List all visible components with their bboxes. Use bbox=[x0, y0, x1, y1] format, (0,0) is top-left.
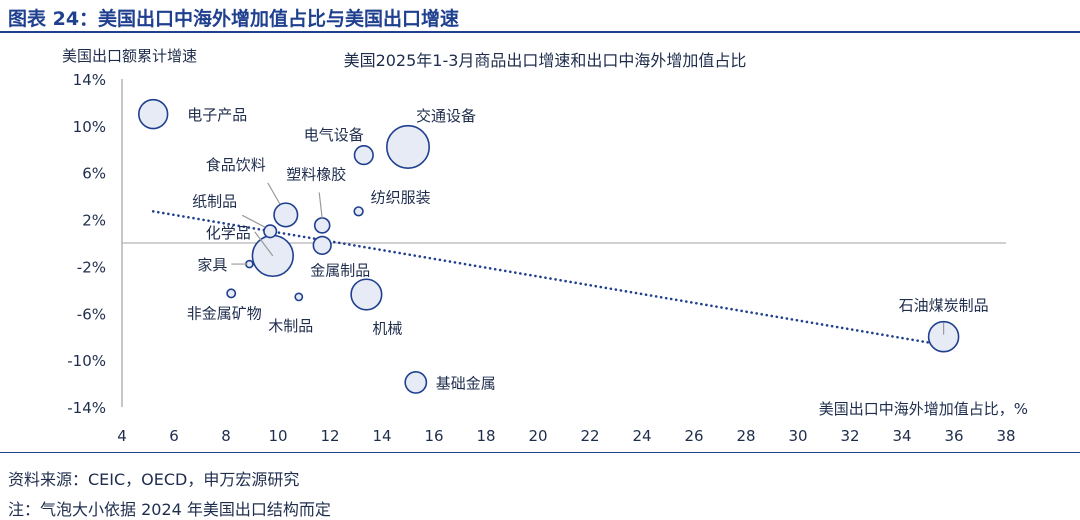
x-tick-label: 10 bbox=[268, 427, 287, 445]
x-tick-label: 24 bbox=[632, 427, 651, 445]
bubble-group bbox=[137, 98, 960, 394]
bubble bbox=[273, 202, 299, 228]
x-tick-label: 18 bbox=[476, 427, 495, 445]
source-note: 资料来源：CEIC，OECD，申万宏源研究 bbox=[8, 470, 300, 489]
bubble bbox=[350, 278, 383, 311]
y-tick-label: -6% bbox=[77, 305, 106, 323]
bubble-label: 石油煤炭制品 bbox=[899, 297, 989, 315]
x-tick-label: 12 bbox=[320, 427, 339, 445]
bubble bbox=[263, 224, 278, 239]
x-tick-label: 30 bbox=[788, 427, 807, 445]
bubble-label: 基础金属 bbox=[436, 374, 496, 392]
label-leader-line bbox=[241, 214, 266, 228]
x-tick-label: 32 bbox=[840, 427, 859, 445]
label-leader-line bbox=[254, 231, 274, 257]
bubble-label: 交通设备 bbox=[416, 107, 476, 125]
y-tick-label: 2% bbox=[82, 212, 106, 230]
bubble-label: 非金属矿物 bbox=[187, 304, 262, 322]
bubble-label: 电子产品 bbox=[187, 106, 247, 124]
bubble bbox=[137, 98, 169, 130]
x-axis-label: 美国出口中海外增加值占比，% bbox=[819, 400, 1028, 418]
y-tick-label: -10% bbox=[67, 352, 106, 370]
y-tick-label: -2% bbox=[77, 258, 106, 276]
bubble-label: 塑料橡胶 bbox=[286, 165, 346, 183]
x-tick-label: 4 bbox=[117, 427, 127, 445]
bubble-label: 木制品 bbox=[268, 317, 313, 335]
x-tick-label: 36 bbox=[944, 427, 963, 445]
trendline-group bbox=[151, 210, 938, 346]
footer-rule bbox=[0, 452, 1080, 453]
x-tick-label: 38 bbox=[996, 427, 1015, 445]
y-tick-label: 6% bbox=[82, 165, 106, 183]
y-axis-label: 美国出口额累计增速 bbox=[62, 47, 197, 65]
x-tick-label: 22 bbox=[580, 427, 599, 445]
bubble bbox=[353, 206, 364, 217]
bubble-label: 食品饮料 bbox=[206, 156, 266, 174]
bubble-label: 纺织服装 bbox=[371, 188, 431, 206]
bubble-label: 化学品 bbox=[206, 224, 251, 242]
bubble bbox=[404, 370, 428, 394]
bubble bbox=[927, 320, 960, 353]
x-tick-label: 8 bbox=[221, 427, 231, 445]
figure-title: 图表 24：美国出口中海外增加值占比与美国出口增速 bbox=[8, 8, 460, 30]
bubble-label: 机械 bbox=[372, 320, 402, 338]
footnote: 注：气泡大小依据 2024 年美国出口结构而定 bbox=[8, 500, 331, 519]
x-tick-label: 26 bbox=[684, 427, 703, 445]
y-tick-label: 10% bbox=[73, 118, 106, 136]
bubble bbox=[313, 217, 331, 234]
title-rule bbox=[0, 31, 1080, 33]
x-tick-label: 28 bbox=[736, 427, 755, 445]
x-tick-label: 34 bbox=[892, 427, 911, 445]
y-tick-label: -14% bbox=[67, 399, 106, 417]
bubble bbox=[294, 292, 304, 302]
x-tick-label: 14 bbox=[372, 427, 391, 445]
axes: 14% 10% 6% 2% -2% -6% -10% -14% 4 6 8 10 12 14 16 18 20 2… bbox=[67, 71, 1015, 445]
bubble-label: 电气设备 bbox=[304, 126, 364, 144]
x-tick-label: 20 bbox=[528, 427, 547, 445]
bubble bbox=[312, 235, 332, 255]
bubble-label: 金属制品 bbox=[310, 261, 370, 279]
bubble-label: 家具 bbox=[197, 256, 227, 274]
x-tick-label: 16 bbox=[424, 427, 443, 445]
label-leader-line bbox=[318, 192, 323, 219]
x-tick-label: 6 bbox=[169, 427, 179, 445]
y-tick-label: 14% bbox=[73, 71, 106, 89]
bubble bbox=[385, 124, 431, 169]
chart-title: 美国2025年1-3月商品出口增速和出口中海外增加值占比 bbox=[344, 51, 747, 70]
bubble-label: 纸制品 bbox=[192, 192, 237, 210]
bubble bbox=[353, 145, 374, 166]
label-leader-line bbox=[267, 182, 281, 205]
bubble bbox=[226, 288, 237, 299]
trendline bbox=[151, 210, 938, 346]
bubble-chart: 美国2025年1-3月商品出口增速和出口中海外增加值占比 美国出口额累计增速 美… bbox=[62, 47, 1028, 445]
